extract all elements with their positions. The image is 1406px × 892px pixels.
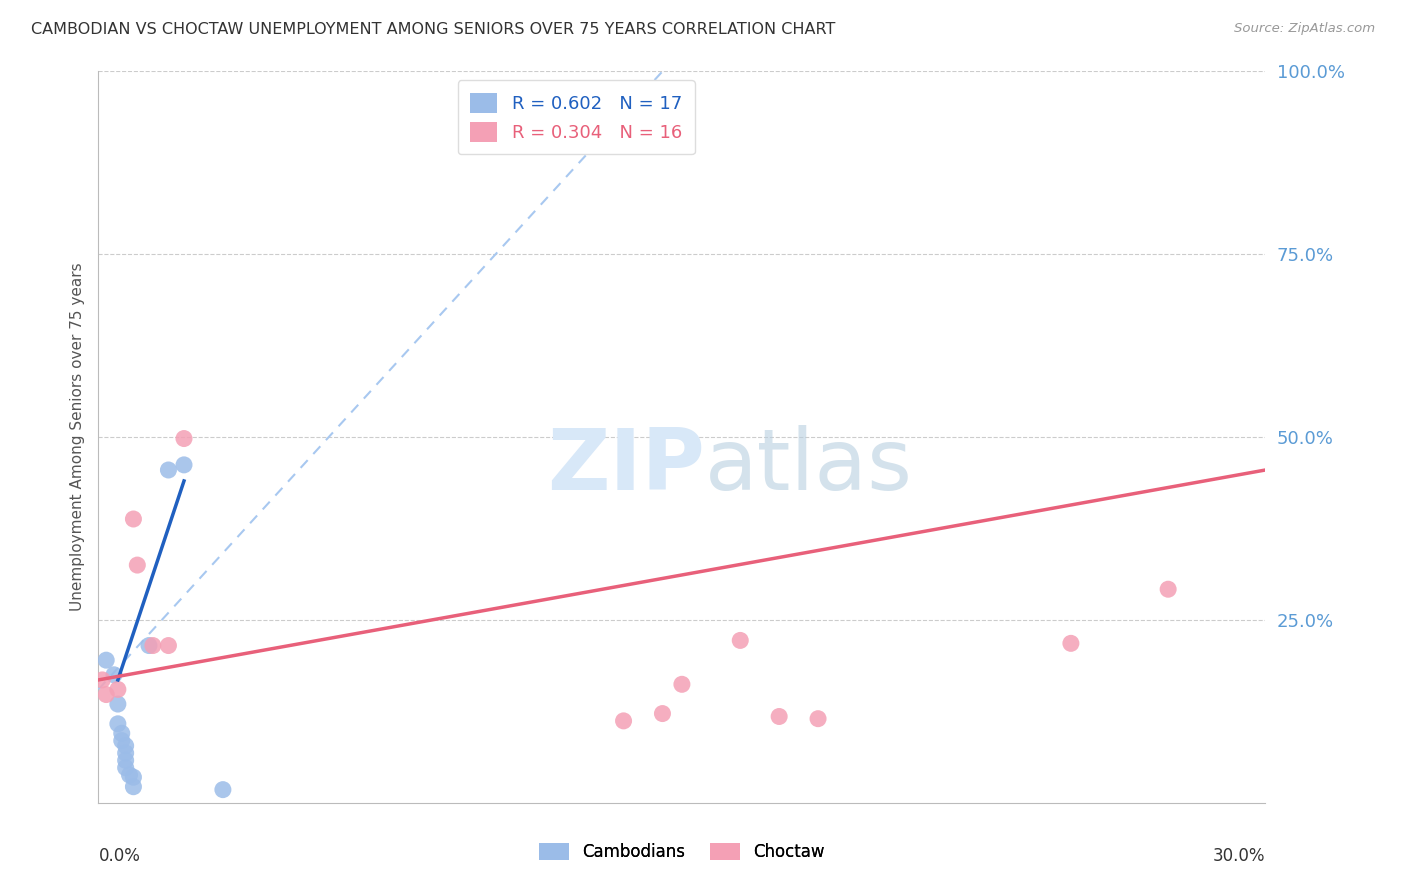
Point — [671, 677, 693, 691]
Point — [1060, 636, 1083, 650]
Y-axis label: Unemployment Among Seniors over 75 years: Unemployment Among Seniors over 75 years — [69, 263, 84, 611]
Point — [157, 463, 180, 477]
Point — [122, 770, 145, 784]
Text: Source: ZipAtlas.com: Source: ZipAtlas.com — [1234, 22, 1375, 36]
Text: 0.0%: 0.0% — [98, 847, 141, 864]
Point — [127, 558, 149, 573]
Text: CAMBODIAN VS CHOCTAW UNEMPLOYMENT AMONG SENIORS OVER 75 YEARS CORRELATION CHART: CAMBODIAN VS CHOCTAW UNEMPLOYMENT AMONG … — [31, 22, 835, 37]
Text: atlas: atlas — [706, 425, 914, 508]
Point — [114, 753, 136, 767]
Point — [114, 761, 136, 775]
Point — [173, 458, 195, 472]
Point — [122, 512, 145, 526]
Point — [651, 706, 673, 721]
Point — [107, 697, 129, 711]
Point — [730, 633, 752, 648]
Point — [107, 682, 129, 697]
Point — [111, 733, 134, 747]
Point — [114, 739, 136, 753]
Point — [613, 714, 636, 728]
Point — [96, 688, 118, 702]
Point — [103, 667, 125, 681]
Point — [1157, 582, 1180, 597]
Point — [111, 726, 134, 740]
Point — [122, 780, 145, 794]
Point — [807, 712, 830, 726]
Text: ZIP: ZIP — [547, 425, 706, 508]
Text: 30.0%: 30.0% — [1213, 847, 1265, 864]
Point — [118, 768, 141, 782]
Point — [173, 432, 195, 446]
Point — [212, 782, 235, 797]
Point — [157, 639, 180, 653]
Point — [91, 673, 114, 687]
Point — [114, 746, 136, 760]
Legend: Cambodians, Choctaw: Cambodians, Choctaw — [531, 836, 832, 868]
Point — [142, 639, 165, 653]
Point — [768, 709, 790, 723]
Point — [138, 639, 160, 653]
Point — [96, 653, 118, 667]
Point — [107, 716, 129, 731]
